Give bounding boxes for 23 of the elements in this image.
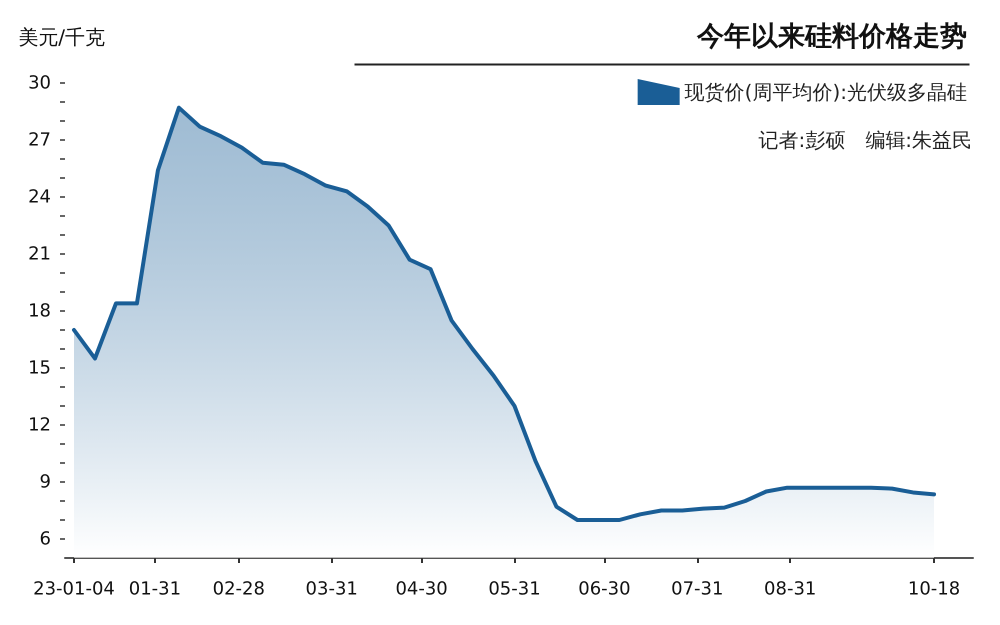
x-tick-label: 23-01-04 [33, 578, 115, 600]
x-tick-label: 08-31 [764, 578, 816, 600]
y-tick-label: 15 [28, 358, 51, 378]
y-tick-label: 27 [28, 130, 51, 150]
y-tick-label: 9 [40, 472, 51, 492]
y-tick-label: 6 [40, 528, 51, 550]
x-tick-label: 06-30 [578, 578, 631, 600]
y-tick-label: 30 [28, 72, 51, 94]
x-tick-label: 02-28 [212, 578, 265, 600]
y-tick-label: 21 [28, 244, 51, 264]
x-tick-label: 01-31 [128, 578, 182, 600]
x-tick-label: 04-30 [395, 578, 448, 600]
legend-label: 现货价(周平均价):光伏级多晶硅 [684, 80, 967, 104]
x-tick-label: 07-31 [671, 578, 724, 600]
y-tick-label: 18 [28, 300, 51, 322]
chart-title: 今年以来硅料价格走势 [696, 21, 967, 52]
annotation: 记者:彭硕 编辑:朱益民 [758, 128, 972, 152]
x-tick-label: 10-18 [908, 578, 960, 600]
x-tick-label: 03-31 [306, 578, 358, 600]
y-tick-label: 12 [28, 414, 51, 436]
y-axis-title: 美元/千克 [18, 25, 105, 49]
y-tick-label: 24 [28, 186, 51, 208]
x-tick-label: 05-31 [488, 578, 541, 600]
